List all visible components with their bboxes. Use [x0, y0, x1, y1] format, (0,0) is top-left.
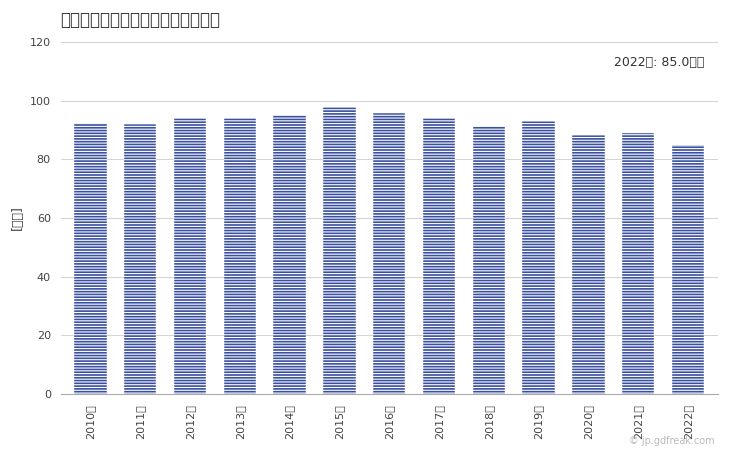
- Bar: [273, 115, 305, 394]
- Text: © jp.gdfreak.com: © jp.gdfreak.com: [629, 436, 714, 446]
- Bar: [373, 113, 405, 394]
- Bar: [672, 144, 704, 394]
- Bar: [74, 123, 106, 394]
- Y-axis label: [時間]: [時間]: [11, 206, 24, 230]
- Bar: [523, 121, 555, 394]
- Text: 2022年: 85.0時間: 2022年: 85.0時間: [615, 56, 705, 69]
- Bar: [622, 133, 655, 394]
- Bar: [572, 135, 604, 394]
- Bar: [423, 118, 455, 394]
- Bar: [472, 126, 505, 394]
- Bar: [174, 118, 206, 394]
- Bar: [323, 107, 356, 394]
- Bar: [124, 124, 157, 394]
- Text: パートタイム労働者の総実労働時間: パートタイム労働者の総実労働時間: [61, 11, 220, 29]
- Bar: [224, 118, 256, 394]
